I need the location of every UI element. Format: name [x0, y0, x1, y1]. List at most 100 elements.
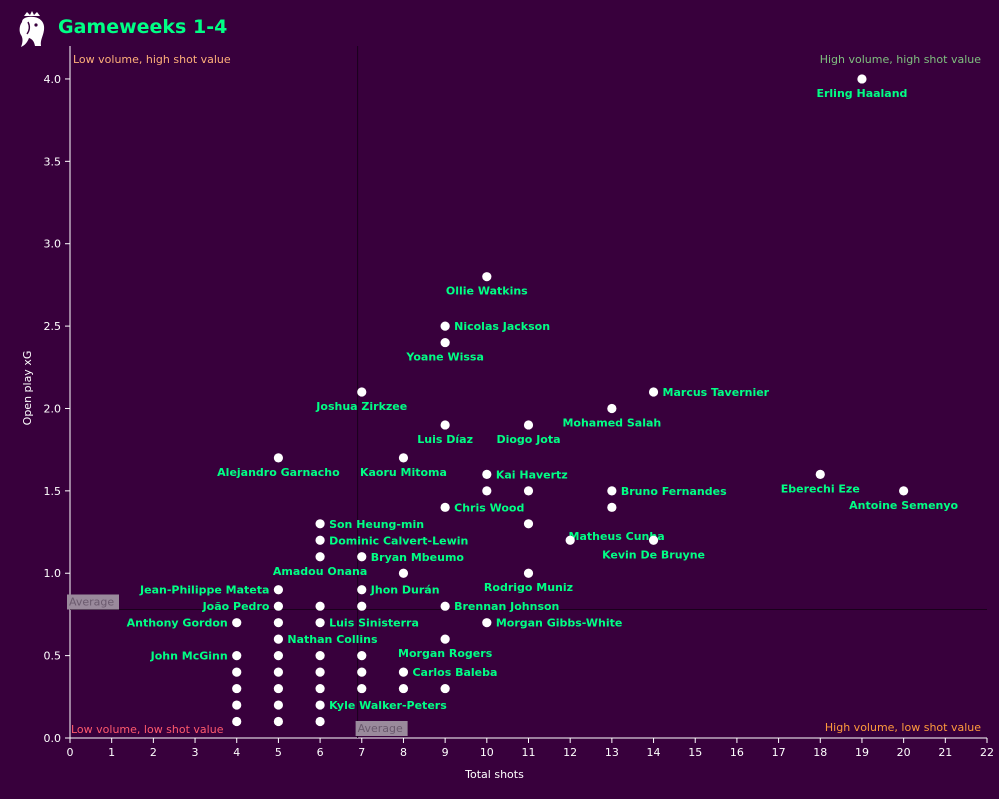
data-point — [273, 585, 284, 595]
x-tick-label: 11 — [522, 746, 536, 759]
data-point — [357, 683, 367, 694]
data-point — [273, 667, 284, 677]
data-point — [398, 667, 409, 677]
data-point — [232, 700, 242, 710]
data-point-label: Matheus Cunha — [569, 530, 665, 543]
x-tick-label: 13 — [605, 746, 619, 759]
data-point — [357, 585, 367, 595]
x-tick-label: 8 — [400, 746, 407, 759]
quadrant-label-top-right: High volume, high shot value — [820, 53, 982, 66]
data-point — [523, 486, 534, 496]
data-point-label: Diogo Jota — [496, 433, 560, 446]
y-axis-label: Open play xG — [21, 351, 34, 426]
data-point — [440, 420, 450, 430]
x-tick-label: 3 — [192, 746, 199, 759]
data-point — [482, 469, 492, 479]
data-point — [273, 683, 284, 694]
data-point — [523, 568, 534, 578]
x-tick-label: 21 — [938, 746, 952, 759]
data-point — [523, 420, 534, 430]
x-average-label: Average — [358, 722, 403, 735]
data-point-label: Morgan Gibbs-White — [496, 617, 623, 630]
data-point-label: Eberechi Eze — [781, 482, 860, 495]
data-point — [440, 634, 450, 644]
y-average-label: Average — [69, 595, 114, 608]
data-point — [315, 601, 325, 611]
data-point — [357, 667, 367, 677]
data-point — [398, 683, 409, 694]
x-tick-label: 18 — [813, 746, 827, 759]
data-point — [440, 321, 450, 331]
data-point — [232, 651, 242, 661]
x-tick-label: 0 — [67, 746, 74, 759]
data-point-label: Erling Haaland — [816, 87, 907, 100]
data-point — [357, 387, 367, 397]
data-point-label: João Pedro — [202, 600, 270, 613]
data-point-label: Jean-Philippe Mateta — [139, 584, 269, 597]
data-point — [273, 700, 284, 710]
x-tick-label: 1 — [108, 746, 115, 759]
data-point — [315, 667, 325, 677]
data-point — [315, 651, 325, 661]
y-tick-label: 3.0 — [44, 238, 62, 251]
data-point — [273, 651, 284, 661]
data-point-label: Luis Díaz — [417, 433, 473, 446]
data-point — [523, 519, 534, 529]
quadrant-label-bottom-left: Low volume, low shot value — [71, 723, 224, 736]
quadrant-label-bottom-right: High volume, low shot value — [825, 721, 981, 734]
premier-league-lion-icon — [19, 11, 45, 47]
data-point-label: Mohamed Salah — [562, 416, 661, 429]
data-point-label: Jhon Durán — [370, 584, 440, 597]
data-point-label: Kevin De Bruyne — [602, 548, 705, 561]
data-point-label: Chris Wood — [454, 501, 524, 514]
data-point — [273, 453, 284, 463]
x-tick-label: 9 — [442, 746, 449, 759]
x-tick-label: 14 — [647, 746, 661, 759]
data-point-label: Marcus Tavernier — [663, 386, 770, 399]
data-point-label: Yoane Wissa — [405, 351, 483, 364]
data-point — [357, 552, 367, 562]
x-average-label-bg — [355, 721, 408, 736]
y-tick-label: 2.0 — [44, 402, 62, 415]
y-tick-label: 1.5 — [44, 485, 62, 498]
data-point — [482, 486, 492, 496]
y-tick-label: 3.5 — [44, 155, 62, 168]
data-point-label: Luis Sinisterra — [329, 617, 419, 630]
x-tick-label: 19 — [855, 746, 869, 759]
y-average-label-bg — [67, 594, 119, 610]
data-point — [482, 272, 492, 282]
x-tick-label: 22 — [980, 746, 994, 759]
data-point — [357, 601, 367, 611]
data-point — [315, 552, 325, 562]
data-point-label: Kai Havertz — [496, 468, 568, 481]
y-tick-label: 1.0 — [44, 567, 62, 580]
data-point — [815, 469, 825, 479]
data-point — [607, 502, 617, 512]
data-point-label: Alejandro Garnacho — [217, 466, 340, 479]
data-point — [565, 535, 575, 545]
x-tick-label: 20 — [897, 746, 911, 759]
data-point — [357, 651, 367, 661]
page-title: Gameweeks 1-4 — [58, 16, 228, 38]
data-point — [315, 683, 325, 694]
data-point-label: Dominic Calvert-Lewin — [329, 534, 468, 547]
y-tick-label: 2.5 — [44, 320, 62, 333]
data-point — [273, 601, 284, 611]
data-point — [440, 601, 450, 611]
data-point-label: Carlos Baleba — [412, 666, 497, 679]
data-point — [315, 700, 325, 710]
data-point — [232, 667, 242, 677]
data-point-label: John McGinn — [150, 650, 228, 663]
data-point-label: Anthony Gordon — [127, 617, 228, 630]
data-point — [607, 486, 617, 496]
data-point-label: Kaoru Mitoma — [360, 466, 447, 479]
data-point — [482, 618, 492, 628]
data-point — [648, 535, 659, 545]
data-point-label: Nathan Collins — [287, 633, 378, 646]
data-point-label: Brennan Johnson — [454, 600, 559, 613]
data-point — [648, 387, 659, 397]
data-point — [607, 403, 617, 414]
data-point — [232, 683, 242, 694]
quadrant-label-top-left: Low volume, high shot value — [73, 53, 231, 66]
data-point — [273, 618, 284, 628]
